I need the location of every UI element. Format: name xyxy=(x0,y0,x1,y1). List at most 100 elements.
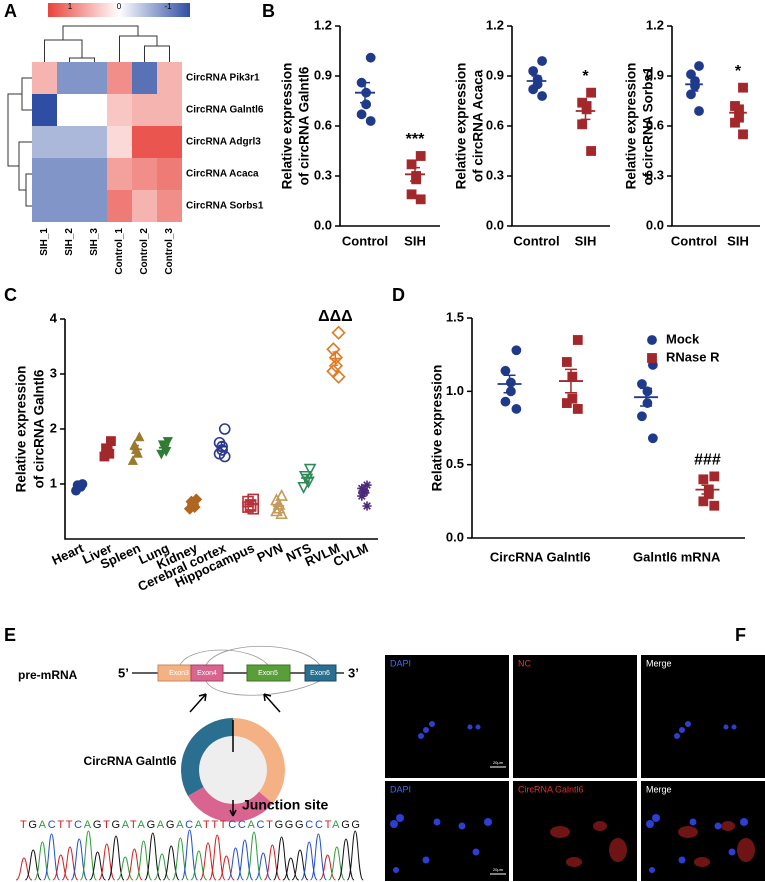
heat-cell xyxy=(82,158,107,190)
trace-peak xyxy=(273,836,291,881)
y-axis-label: of circRNA Sorbs1 xyxy=(641,66,656,185)
five-prime: 5’ xyxy=(118,665,129,680)
row-label: CircRNA Acaca xyxy=(186,169,259,180)
error-bar xyxy=(247,501,253,507)
point xyxy=(586,87,596,98)
point xyxy=(328,358,344,373)
panel-letter: D xyxy=(392,285,405,305)
trace-peak xyxy=(245,831,263,881)
chromatogram xyxy=(15,829,364,881)
circ-segment xyxy=(188,786,273,822)
point xyxy=(500,365,511,376)
trace-peak xyxy=(15,857,33,881)
micrograph xyxy=(513,655,637,778)
heat-cell xyxy=(82,62,107,94)
point xyxy=(127,455,138,465)
heat-cell xyxy=(82,190,107,222)
x-tick-label: SIH xyxy=(575,233,597,248)
column-label: Control_2 xyxy=(139,228,150,275)
heat-cell xyxy=(132,62,157,94)
y-tick-label: 0.9 xyxy=(646,67,664,82)
circ-label: CircRNA Galntl6 xyxy=(84,754,177,768)
cytoplasm-signal xyxy=(550,821,755,867)
panel-letter: A xyxy=(4,1,17,21)
y-tick-label: 1 xyxy=(50,475,57,490)
annotation: ### xyxy=(694,452,721,469)
three-prime: 3’ xyxy=(348,665,359,680)
point xyxy=(415,194,426,205)
splicing-diagram: pre-mRNA 5’ 3’ Exon3 Exon4 Exon5 Exon6 C… xyxy=(15,645,364,881)
y-tick-label: 0.0 xyxy=(314,217,332,232)
point xyxy=(415,151,426,161)
y-axis-label: Relative expression xyxy=(454,63,469,190)
error-bar xyxy=(360,488,367,497)
trace-peak xyxy=(190,850,208,881)
legend-label: Mock xyxy=(666,331,700,346)
point xyxy=(244,500,257,512)
y-tick-label: 1.5 xyxy=(446,309,464,324)
axis xyxy=(64,319,378,540)
heat-cell xyxy=(57,94,82,126)
point xyxy=(326,342,341,357)
point xyxy=(331,325,346,340)
point xyxy=(406,159,417,170)
trace-peak xyxy=(319,854,336,881)
x-tick-label: CircRNA Galntl6 xyxy=(490,549,591,564)
heat-cell xyxy=(32,190,57,222)
point xyxy=(183,502,196,515)
heat-cell xyxy=(82,126,107,158)
error-bar xyxy=(275,502,282,510)
y-tick-label: 0.3 xyxy=(646,167,664,182)
column-label: SIH_1 xyxy=(39,228,50,256)
point xyxy=(528,66,539,76)
y-tick-label: 0.6 xyxy=(486,117,504,132)
heat-cell xyxy=(32,62,57,94)
y-tick-label: 0.3 xyxy=(486,167,504,182)
circ-segment xyxy=(181,718,234,796)
x-tick-label: SIH xyxy=(727,233,749,248)
image-label: DAPI xyxy=(390,658,411,668)
error-bar xyxy=(161,444,168,451)
error-bar xyxy=(190,501,196,507)
column-label: Control_1 xyxy=(114,228,125,275)
point xyxy=(270,504,283,517)
point xyxy=(694,61,704,71)
y-tick-label: 4 xyxy=(50,310,58,325)
point xyxy=(331,369,346,384)
point xyxy=(365,52,376,63)
trace-peak xyxy=(52,854,70,881)
axis xyxy=(511,26,610,227)
annotation: * xyxy=(582,68,589,85)
error-bar xyxy=(104,446,111,454)
row-label: CircRNA Adgrl3 xyxy=(186,137,261,148)
column-label: SIH_3 xyxy=(89,228,100,256)
circ-center xyxy=(199,736,267,804)
point xyxy=(690,81,700,91)
error-bar xyxy=(531,75,542,87)
image-label: Merge xyxy=(646,784,672,794)
heat-cell xyxy=(132,126,157,158)
trace-peak xyxy=(309,833,327,881)
y-tick-label: 1.2 xyxy=(486,17,504,32)
image-grid: DAPI NC Merge DAPI CircRNA Galntl6 Merge… xyxy=(385,655,765,881)
y-tick-label: 0.6 xyxy=(314,117,332,132)
axis xyxy=(671,26,760,227)
colorbar xyxy=(48,3,190,17)
point xyxy=(506,386,516,397)
dendrogram xyxy=(7,25,170,207)
y-tick-label: 0.5 xyxy=(446,456,464,471)
pre-mrna-label: pre-mRNA xyxy=(18,668,78,682)
point xyxy=(411,174,422,185)
y-axis-label: of circRNA Galntl6 xyxy=(297,66,312,185)
point xyxy=(698,474,709,485)
heat-cell xyxy=(32,126,57,158)
scale-bar-label: 20μm xyxy=(493,867,504,872)
y-tick-label: 1.2 xyxy=(314,17,332,32)
exon-label: Exon3 xyxy=(169,670,189,677)
trace-peak xyxy=(116,856,134,881)
point xyxy=(365,116,376,126)
point xyxy=(500,396,511,407)
x-tick-label: Control xyxy=(513,233,559,248)
y-tick-label: 0.9 xyxy=(314,67,332,82)
heat-cell xyxy=(107,158,132,190)
